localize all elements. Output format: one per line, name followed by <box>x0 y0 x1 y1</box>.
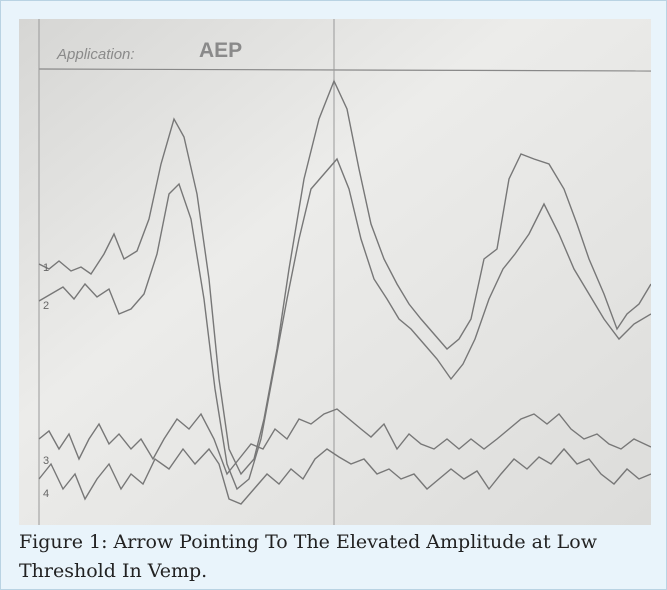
trace-label: 3 <box>43 455 49 467</box>
trace-label: 1 <box>43 262 49 274</box>
paper <box>19 19 651 525</box>
caption: Figure 1: Arrow Pointing To The Elevated… <box>19 528 659 586</box>
trace-label: 4 <box>43 488 49 500</box>
header-value: AEP <box>199 39 242 62</box>
figure-panel: Application: AEP 1 2 3 4 Figure 1: Arrow… <box>0 0 667 590</box>
photo: Application: AEP 1 2 3 4 <box>19 19 651 525</box>
trace-label: 2 <box>43 300 49 312</box>
header-label: Application: <box>56 46 135 63</box>
